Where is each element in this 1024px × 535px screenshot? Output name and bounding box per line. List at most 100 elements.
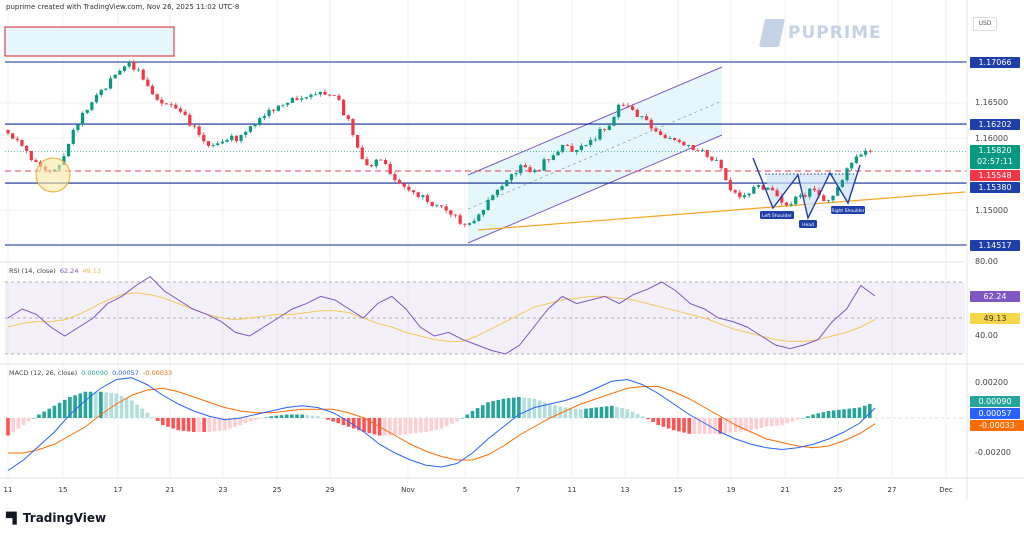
candle-body[interactable] [346,115,350,119]
candle-body[interactable] [477,214,481,221]
candle-body[interactable] [523,165,528,168]
candle-body[interactable] [812,188,817,191]
candle-body[interactable] [113,74,117,79]
candle-body[interactable] [626,105,630,107]
candle-body[interactable] [402,183,406,187]
candle-body[interactable] [868,150,872,152]
candle-body[interactable] [593,139,597,141]
macd-line[interactable] [7,377,876,471]
candle-body[interactable] [262,116,266,118]
candle-body[interactable] [649,119,653,129]
candle-body[interactable] [197,126,201,135]
candle-body[interactable] [617,104,621,117]
candle-body[interactable] [314,94,318,96]
candle-body[interactable] [439,205,444,207]
candle-body[interactable] [817,190,821,196]
candle-body[interactable] [15,138,19,140]
channel-upper-line[interactable] [467,66,723,176]
candle-body[interactable] [621,104,625,106]
candle-body[interactable] [724,168,728,181]
rsi-legend[interactable]: RSI (14, close) 62.24 49.13 [9,267,105,275]
candle-body[interactable] [411,190,416,193]
candle-body[interactable] [94,95,99,103]
candle-body[interactable] [561,144,565,152]
candle-body[interactable] [281,104,285,106]
candle-body[interactable] [668,138,672,139]
candle-body[interactable] [160,99,164,104]
candle-body[interactable] [486,199,490,211]
candle-body[interactable] [192,125,197,127]
candle-body[interactable] [337,95,341,100]
candle-body[interactable] [864,150,868,155]
candle-body[interactable] [700,150,705,151]
rsi-line[interactable] [7,275,876,355]
candle-body[interactable] [155,94,159,100]
candle-body[interactable] [300,98,304,100]
candle-body[interactable] [598,129,602,140]
candle-body[interactable] [794,196,798,205]
candle-body[interactable] [719,160,723,169]
candle-body[interactable] [533,170,537,173]
candle-body[interactable] [509,174,514,181]
candle-body[interactable] [547,159,551,161]
candle-body[interactable] [211,144,215,146]
candle-body[interactable] [761,185,765,190]
candle-body[interactable] [542,159,546,171]
candle-body[interactable] [220,141,225,144]
candle-body[interactable] [25,145,29,151]
candle-body[interactable] [449,210,453,215]
candle-body[interactable] [831,195,835,201]
candle-body[interactable] [234,135,239,141]
candle-body[interactable] [202,134,206,142]
candle-body[interactable] [803,195,807,197]
candle-body[interactable] [467,223,472,225]
candle-body[interactable] [696,150,700,151]
candle-body[interactable] [635,109,639,117]
candle-body[interactable] [62,156,66,166]
macd-legend[interactable]: MACD (12, 26, close) 0.00090 0.00057 -0.000… [9,369,176,377]
candle-body[interactable] [854,156,858,163]
candle-body[interactable] [169,104,173,106]
candle-body[interactable] [416,192,420,197]
candle-body[interactable] [663,134,667,139]
candle-body[interactable] [230,135,234,140]
candle-body[interactable] [290,97,294,103]
candle-body[interactable] [225,139,229,142]
candle-body[interactable] [444,206,448,211]
candle-body[interactable] [365,159,369,166]
candle-body[interactable] [328,94,332,96]
candle-body[interactable] [425,195,430,202]
candle-body[interactable] [332,95,336,96]
candle-body[interactable] [388,163,392,175]
candle-body[interactable] [304,97,308,99]
candle-body[interactable] [859,154,863,157]
candle-body[interactable] [579,145,583,151]
candle-body[interactable] [495,189,500,196]
head-and-shoulders-pattern[interactable] [752,157,861,221]
candle-body[interactable] [612,116,616,126]
candle-body[interactable] [258,117,262,125]
candle-body[interactable] [514,173,518,175]
candle-body[interactable] [686,144,691,146]
candle-body[interactable] [780,196,784,203]
channel-lower-line[interactable] [467,134,723,244]
candle-body[interactable] [481,210,486,215]
candle-body[interactable] [66,143,71,157]
candle-body[interactable] [435,205,439,207]
candle-body[interactable] [826,200,830,202]
candle-body[interactable] [20,139,24,146]
candle-body[interactable] [360,147,364,160]
candle-body[interactable] [150,85,155,95]
candle-body[interactable] [421,195,425,197]
candle-body[interactable] [798,195,803,197]
highlight-rectangle[interactable] [4,26,175,57]
candle-body[interactable] [76,124,80,130]
candle-body[interactable] [430,201,434,207]
candle-body[interactable] [733,190,737,193]
candle-body[interactable] [383,160,388,164]
candle-body[interactable] [342,99,346,116]
candle-body[interactable] [393,174,397,181]
candle-body[interactable] [11,133,15,139]
candle-body[interactable] [845,168,849,181]
candle-body[interactable] [174,104,178,109]
